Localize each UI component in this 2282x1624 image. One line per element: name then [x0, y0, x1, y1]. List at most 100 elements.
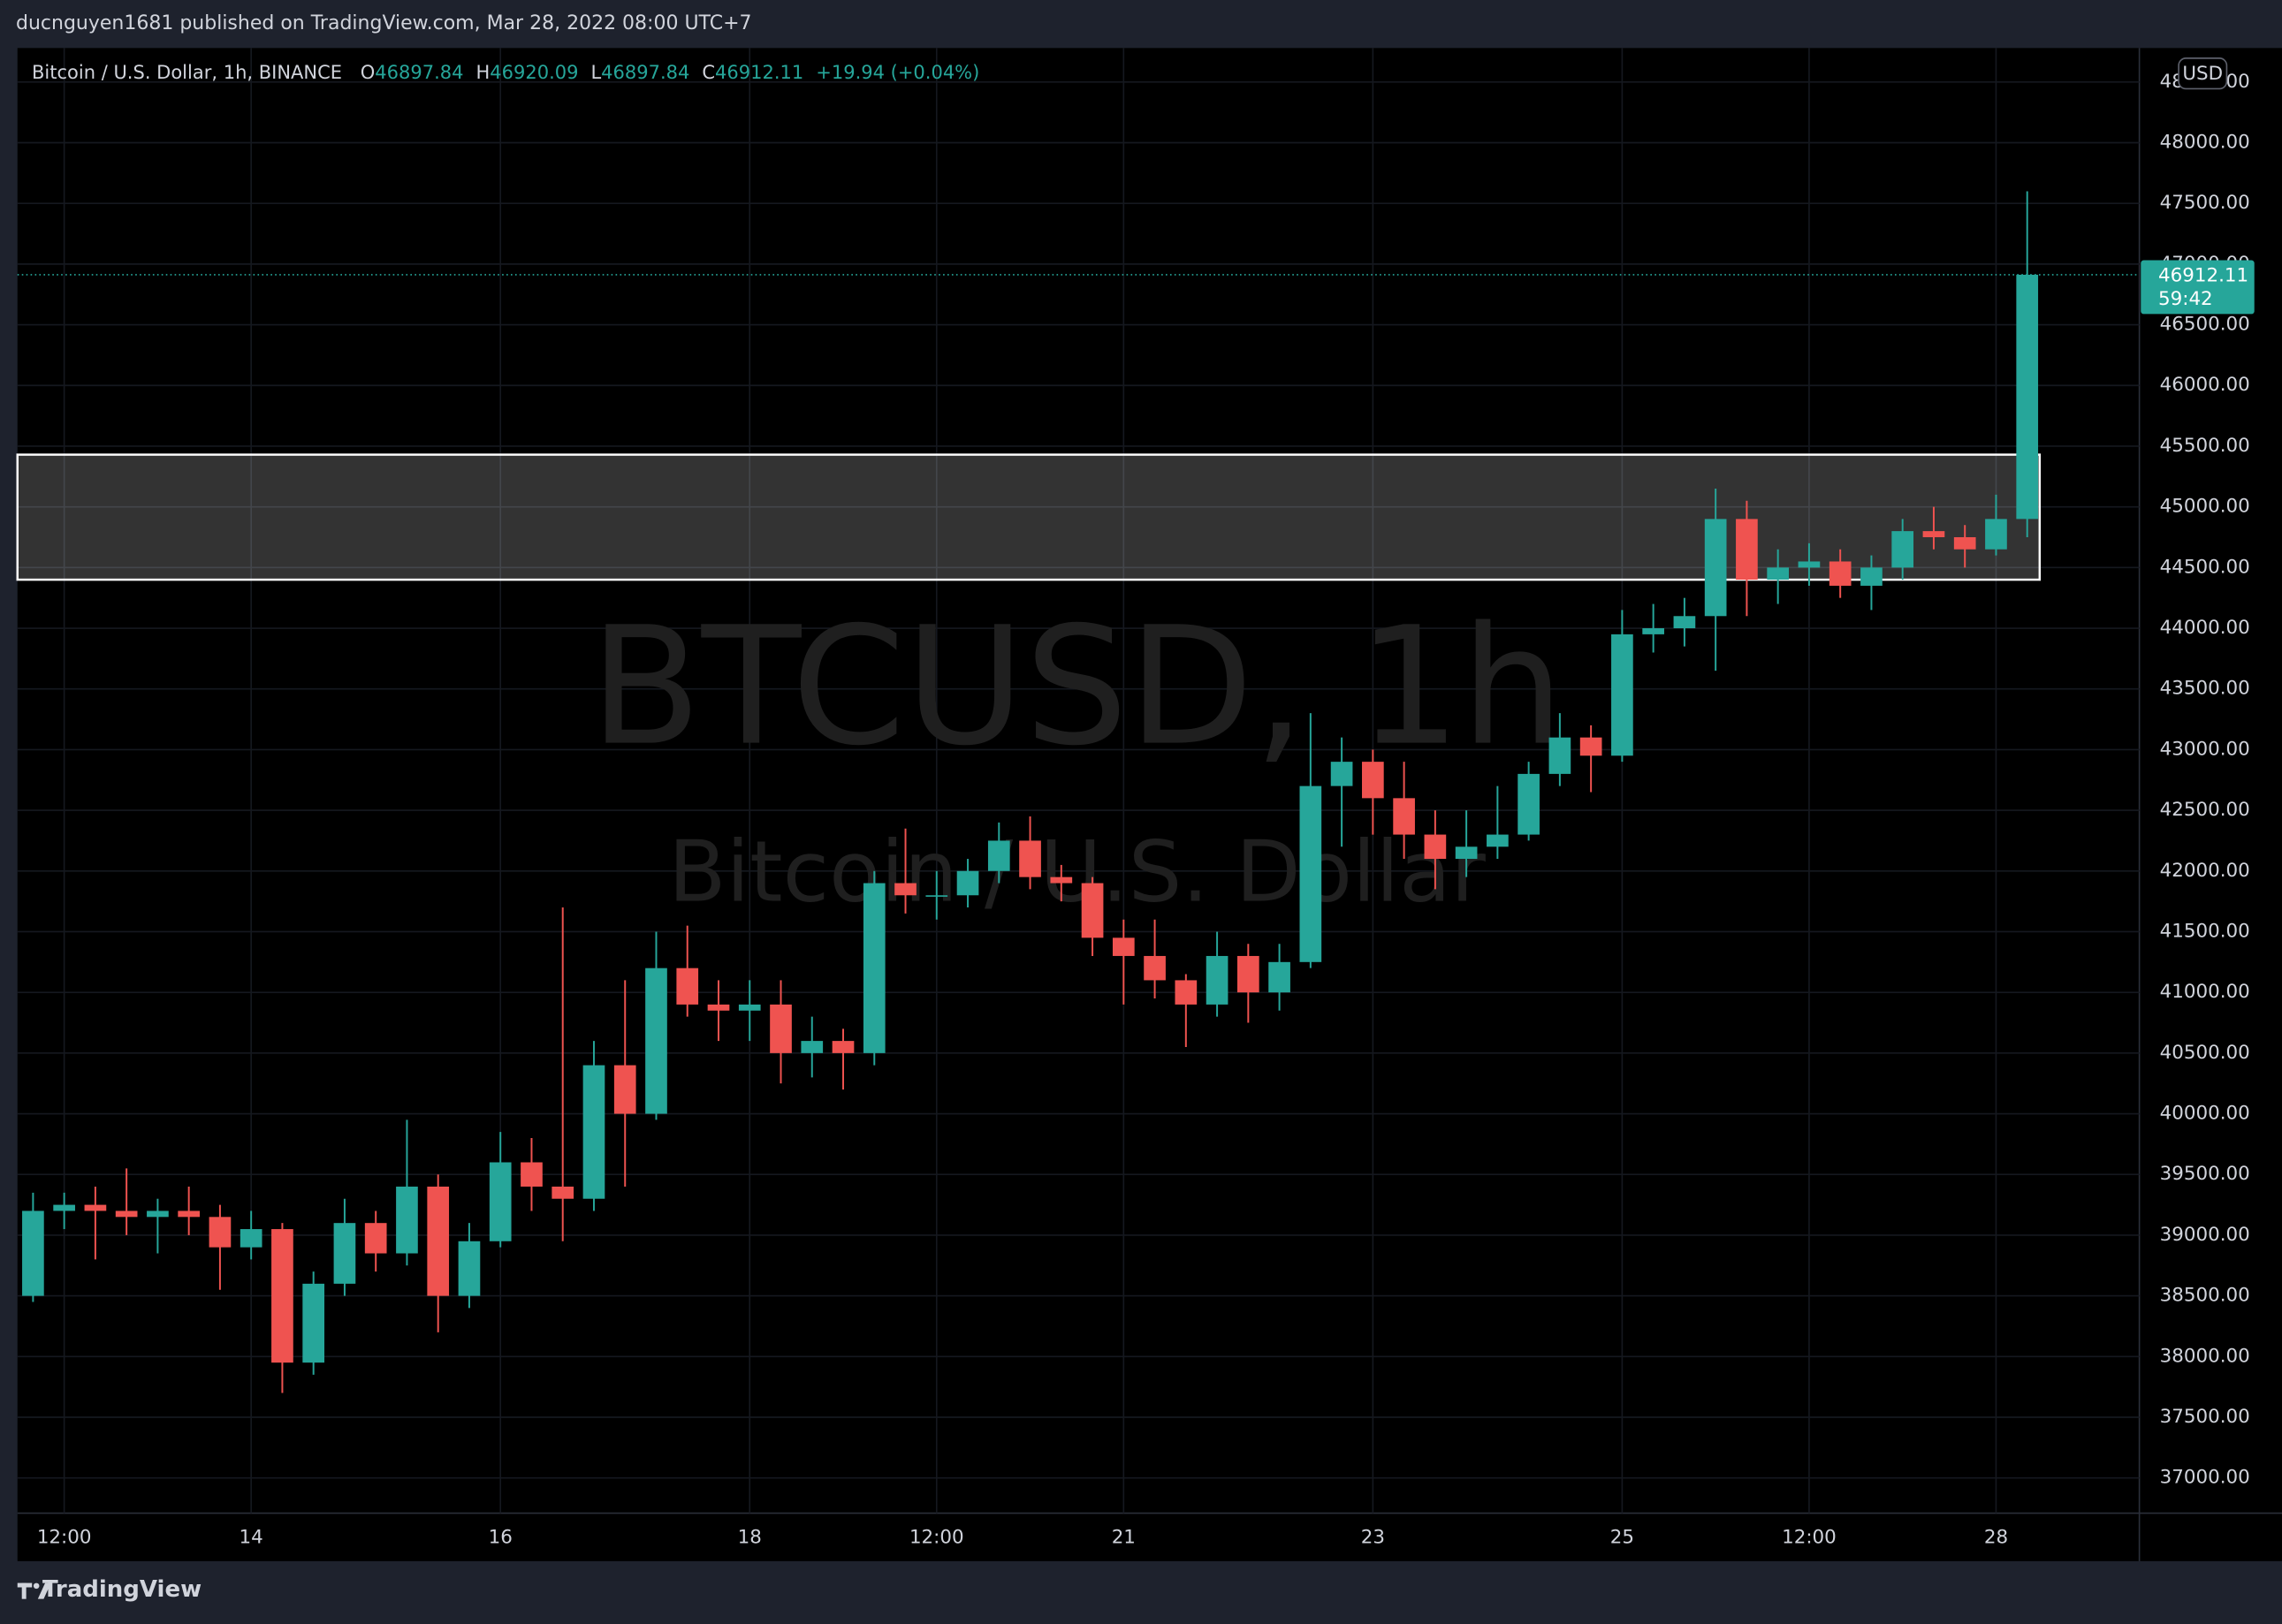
y-tick-label: 44500.00	[2160, 556, 2250, 578]
y-tick-label: 39000.00	[2160, 1224, 2250, 1246]
legend-key: C	[702, 62, 716, 83]
candle-body	[1424, 834, 1447, 860]
candle-body	[1922, 531, 1945, 537]
y-tick-label: 45000.00	[2160, 496, 2250, 518]
x-tick-label: 23	[1361, 1527, 1385, 1549]
candle-body	[147, 1210, 169, 1218]
y-tick-label: 39500.00	[2160, 1163, 2250, 1185]
y-tick-label: 45500.00	[2160, 435, 2250, 457]
candle-body	[613, 1065, 636, 1114]
candle-body	[1455, 846, 1478, 860]
y-tick-label: 46500.00	[2160, 314, 2250, 336]
candle-body	[1393, 798, 1415, 835]
watermark-subtitle: Bitcoin / U.S. Dollar	[668, 822, 1487, 921]
x-tick-label: 12:00	[909, 1527, 964, 1549]
y-tick-label: 41000.00	[2160, 981, 2250, 1003]
y-tick-label: 41500.00	[2160, 920, 2250, 942]
y-tick-label: 42500.00	[2160, 799, 2250, 821]
candle-body	[894, 883, 917, 896]
candle-body	[1736, 519, 1758, 581]
y-tick-label: 37500.00	[2160, 1406, 2250, 1428]
candle-body	[1050, 877, 1073, 884]
candle-body	[240, 1229, 262, 1248]
watermark: BTCUSD, 1h	[590, 593, 1564, 782]
zone-box	[16, 453, 2042, 581]
y-tick-label: 43000.00	[2160, 738, 2250, 760]
candle-body	[956, 870, 979, 896]
last-price-box	[2141, 260, 2255, 315]
x-tick-label: 28	[1984, 1527, 2008, 1549]
candle-body	[364, 1223, 387, 1254]
candle-body	[396, 1186, 418, 1254]
candle-body	[1767, 567, 1790, 581]
currency-button-label[interactable]: USD	[2182, 63, 2223, 85]
grid	[17, 48, 2140, 1514]
x-tick-label: 12:00	[1782, 1527, 1837, 1549]
candle-body	[863, 883, 886, 1053]
candle-body	[1081, 883, 1104, 938]
legend-key: O	[360, 62, 376, 83]
candle-body	[1236, 955, 1259, 993]
candle-body	[832, 1041, 855, 1053]
legend-value: 46912.11	[715, 62, 804, 83]
candle-body	[1642, 628, 1664, 634]
candle-body	[84, 1204, 107, 1211]
y-tick-label: 38000.00	[2160, 1345, 2250, 1367]
candle-body	[115, 1210, 138, 1218]
y-tick-label: 46000.00	[2160, 374, 2250, 396]
symbol-title: Bitcoin / U.S. Dollar, 1h, BINANCE	[32, 62, 343, 83]
x-tick-label: 14	[240, 1527, 263, 1549]
candle-body	[209, 1217, 232, 1248]
candle-body	[551, 1186, 574, 1199]
candle-body	[1019, 840, 1041, 877]
candle-body	[22, 1210, 44, 1296]
candle-body	[1268, 961, 1290, 993]
y-tick-label: 38500.00	[2160, 1285, 2250, 1307]
x-tick-label: 12:00	[37, 1527, 92, 1549]
publisher-line: ducnguyen1681 published on TradingView.c…	[16, 12, 752, 34]
brand-logo	[17, 1582, 51, 1599]
legend-value: 46920.09	[490, 62, 579, 83]
legend-change: +19.94 (+0.04%)	[816, 62, 980, 83]
legend: Bitcoin / U.S. Dollar, 1h, BINANCE O4689…	[32, 62, 979, 83]
legend-key: H	[475, 62, 491, 83]
candle-body	[1299, 785, 1322, 962]
candle-body	[1673, 616, 1696, 629]
x-tick-label: 18	[738, 1527, 762, 1549]
candle-body	[770, 1004, 792, 1053]
zone-layer	[16, 453, 2042, 581]
candle-body	[676, 968, 699, 1005]
candles	[22, 191, 2039, 1393]
candle-body	[1860, 567, 1883, 586]
currency-button[interactable]	[2178, 57, 2228, 90]
candle-body	[489, 1162, 512, 1241]
candle-body	[1518, 773, 1540, 835]
candle-body	[707, 1004, 730, 1011]
y-tick-label: 40500.00	[2160, 1042, 2250, 1064]
candle-body	[1112, 937, 1135, 956]
x-tick-label: 21	[1112, 1527, 1136, 1549]
chart-background	[17, 48, 2282, 1561]
candle-body	[1891, 531, 1914, 568]
countdown: 59:42	[2158, 288, 2213, 310]
candle-body	[1206, 955, 1228, 1005]
y-tick-label: 48000.00	[2160, 131, 2250, 153]
x-tick-label: 25	[1610, 1527, 1634, 1549]
candle-body	[302, 1283, 325, 1363]
candle-body	[1611, 634, 1633, 756]
candle-body	[1704, 519, 1727, 617]
axes: 37000.00 37500.00 38000.00 38500.00 39000.00…	[37, 71, 2250, 1549]
candle-body	[1579, 737, 1602, 756]
candle-body	[1175, 980, 1198, 1005]
candle-body	[582, 1065, 605, 1199]
y-tick-label: 42000.00	[2160, 860, 2250, 882]
y-tick-label: 43500.00	[2160, 678, 2250, 700]
candle-body	[1548, 737, 1571, 774]
last-price-label: 46912.11	[2158, 265, 2248, 287]
candle-body	[53, 1204, 75, 1211]
candle-body	[271, 1229, 293, 1363]
candle-body	[1985, 519, 2007, 550]
